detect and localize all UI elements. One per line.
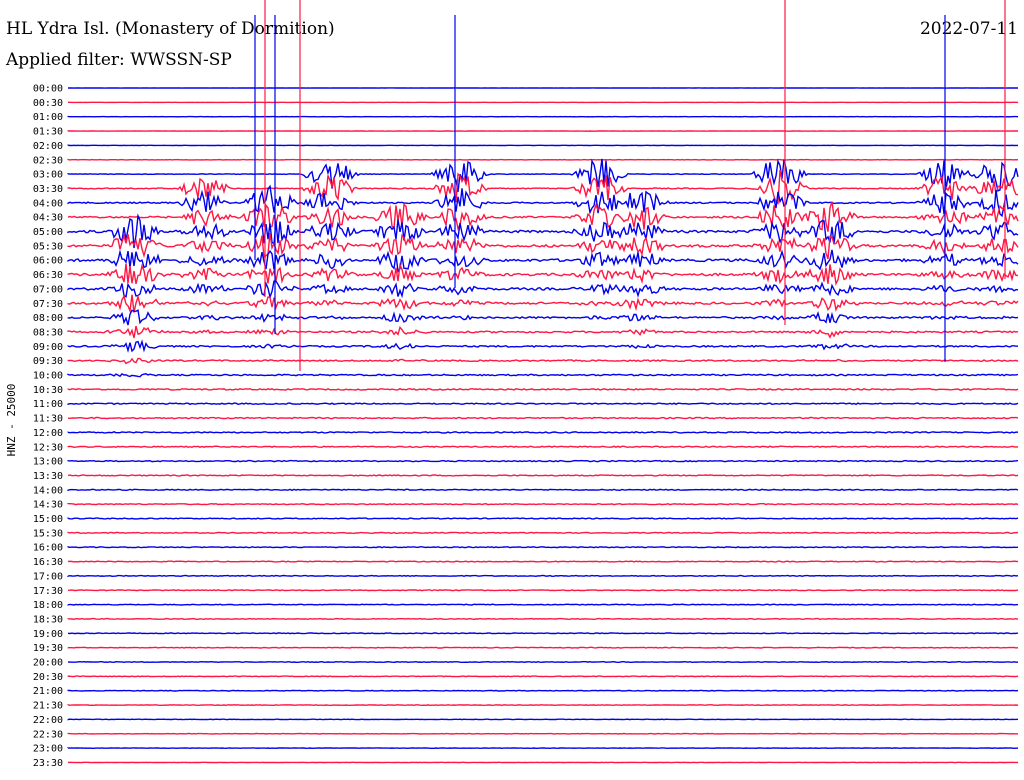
time-tick-label: 12:30 [33,442,63,453]
trace-line [67,309,1019,326]
y-axis-label: HNZ - 25000 [5,384,18,457]
time-tick-label: 10:00 [33,371,63,382]
trace-line [67,158,1019,193]
time-tick-label: 10:30 [33,385,63,396]
trace-line [67,546,1019,549]
time-tick-label: 05:00 [33,227,63,238]
time-tick-label: 14:30 [33,500,63,511]
time-tick-label: 11:00 [33,399,63,410]
trace-line [67,646,1019,649]
trace-line [67,531,1019,535]
time-tick-label: 08:30 [33,327,63,338]
trace-line [67,660,1018,664]
time-tick-label: 20:30 [33,672,63,683]
time-tick-label: 02:00 [33,141,63,152]
time-tick-label: 22:00 [33,715,63,726]
trace-line [67,431,1019,434]
trace-line [67,732,1019,735]
trace-group [67,0,1019,764]
time-tick-label: 01:30 [33,127,63,138]
trace-line [67,560,1019,563]
time-tick-label: 04:30 [33,213,63,224]
trace-line [67,675,1019,678]
time-tick-label: 15:00 [33,514,63,525]
trace-line [67,294,1019,314]
trace-line [67,184,1019,218]
time-tick-label: 19:30 [33,643,63,654]
time-tick-label: 04:00 [33,198,63,209]
trace-line [67,459,1019,463]
trace-line [67,488,1019,492]
trace-line [67,574,1019,578]
trace-line [67,474,1019,477]
trace-line [67,617,1019,621]
time-tick-label: 05:30 [33,241,63,252]
trace-line [67,373,1019,378]
time-tick-label: 09:00 [33,342,63,353]
time-tick-label: 00:00 [33,84,63,95]
time-tick-label: 14:00 [33,485,63,496]
time-tick-label: 21:30 [33,701,63,712]
time-tick-label: 20:00 [33,658,63,669]
tick-labels: 00:00 00:30 01:00 01:30 02:00 02:30 03:00 03:30… [33,84,63,769]
trace-line [67,339,1018,354]
trace-line [67,632,1019,635]
time-tick-label: 03:00 [33,170,63,181]
filter-label: Applied filter: WWSSN-SP [6,50,232,70]
trace-line [67,387,1019,391]
time-tick-label: 00:30 [33,98,63,109]
time-tick-label: 22:30 [33,729,63,740]
trace-line [67,357,1019,365]
trace-line [67,213,1019,249]
time-tick-label: 17:30 [33,586,63,597]
time-tick-label: 03:30 [33,184,63,195]
trace-line [67,416,1019,420]
time-tick-label: 01:00 [33,112,63,123]
trace-line [67,445,1019,449]
time-tick-label: 23:00 [33,744,63,755]
time-tick-label: 15:30 [33,528,63,539]
trace-line [67,704,1019,707]
time-tick-label: 02:30 [33,155,63,166]
time-tick-label: 21:00 [33,686,63,697]
time-tick-label: 23:30 [33,758,63,769]
time-tick-label: 16:00 [33,543,63,554]
trace-line [67,589,1019,592]
time-tick-label: 09:30 [33,356,63,367]
time-tick-label: 06:30 [33,270,63,281]
trace-line [67,201,1019,232]
time-tick-label: 17:00 [33,571,63,582]
trace-line [67,262,1018,286]
trace-line [67,233,1019,260]
trace-line [67,402,1019,406]
time-tick-label: 19:00 [33,629,63,640]
trace-line [67,689,1019,692]
time-tick-label: 13:00 [33,457,63,468]
trace-line [67,325,1019,339]
trace-line [67,502,1019,506]
trace-line [67,517,1019,520]
time-tick-label: 18:30 [33,614,63,625]
time-tick-label: 18:00 [33,600,63,611]
trace-line [67,249,1019,273]
trace-line [67,280,1019,300]
time-tick-label: 06:00 [33,256,63,267]
time-tick-label: 12:00 [33,428,63,439]
time-tick-label: 08:00 [33,313,63,324]
trace-line [67,603,1019,606]
station-title: HL Ydra Isl. (Monastery of Dormition) [6,19,335,39]
trace-line [67,169,1019,205]
time-tick-label: 11:30 [33,414,63,425]
time-tick-label: 16:30 [33,557,63,568]
time-tick-label: 07:00 [33,284,63,295]
time-tick-label: 13:30 [33,471,63,482]
time-tick-label: 07:30 [33,299,63,310]
